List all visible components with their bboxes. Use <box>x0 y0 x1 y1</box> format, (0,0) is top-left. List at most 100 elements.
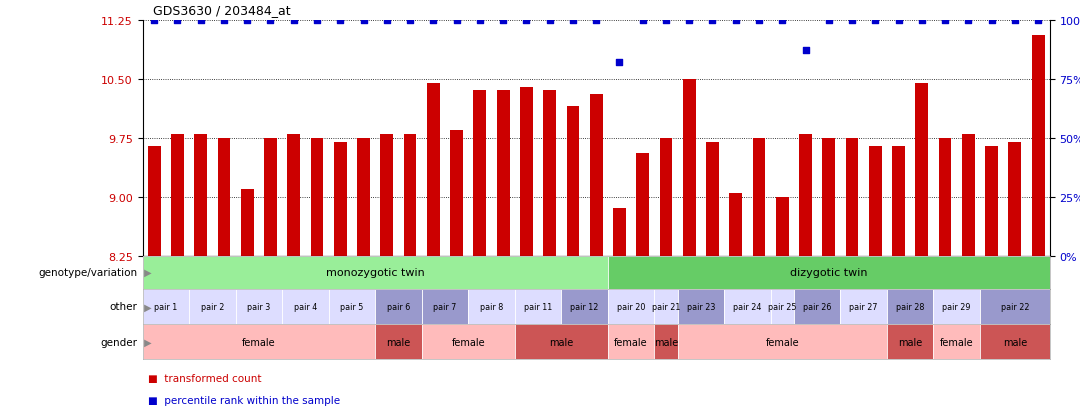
Bar <box>217 138 230 256</box>
Point <box>983 17 1000 24</box>
Bar <box>1031 36 1044 256</box>
Bar <box>892 146 905 256</box>
Point <box>727 17 744 24</box>
Text: male: male <box>653 337 678 347</box>
Text: pair 2: pair 2 <box>201 302 224 311</box>
Point <box>261 17 279 24</box>
Point <box>773 17 791 24</box>
Text: female: female <box>451 337 485 347</box>
Point <box>332 17 349 24</box>
Bar <box>916 83 928 256</box>
Text: dizygotic twin: dizygotic twin <box>791 268 867 278</box>
Bar <box>608 256 1050 289</box>
Bar <box>328 289 375 324</box>
Bar <box>822 138 835 256</box>
Text: pair 3: pair 3 <box>247 302 270 311</box>
Point <box>168 17 186 24</box>
Point <box>797 48 814 55</box>
Bar <box>421 289 469 324</box>
Bar <box>265 138 276 256</box>
Bar <box>143 324 375 359</box>
Text: ▶: ▶ <box>141 301 152 312</box>
Bar <box>846 138 859 256</box>
Text: ▶: ▶ <box>141 268 152 278</box>
Bar <box>421 324 515 359</box>
Point <box>239 17 256 24</box>
Bar <box>194 135 207 256</box>
Text: pair 23: pair 23 <box>687 302 715 311</box>
Bar <box>939 138 951 256</box>
Bar <box>887 324 933 359</box>
Point <box>936 17 954 24</box>
Text: gender: gender <box>100 337 137 347</box>
Point <box>704 17 721 24</box>
Bar <box>980 324 1050 359</box>
Point <box>680 17 698 24</box>
Point <box>192 17 210 24</box>
Bar <box>497 91 510 256</box>
Text: male: male <box>1002 337 1027 347</box>
Bar <box>869 146 881 256</box>
Text: ■  transformed count: ■ transformed count <box>148 373 261 383</box>
Point <box>285 17 302 24</box>
Bar <box>473 91 486 256</box>
Bar <box>771 289 794 324</box>
Bar <box>677 289 724 324</box>
Text: monozygotic twin: monozygotic twin <box>326 268 424 278</box>
Bar <box>775 197 788 256</box>
Bar <box>887 289 933 324</box>
Point <box>495 17 512 24</box>
Text: female: female <box>766 337 799 347</box>
Text: pair 7: pair 7 <box>433 302 457 311</box>
Text: pair 24: pair 24 <box>733 302 761 311</box>
Bar <box>380 135 393 256</box>
Text: male: male <box>549 337 573 347</box>
Point <box>588 17 605 24</box>
Bar <box>608 289 654 324</box>
Bar <box>311 138 323 256</box>
Bar <box>241 190 254 256</box>
Bar <box>235 289 282 324</box>
Bar <box>794 289 840 324</box>
Bar <box>724 289 771 324</box>
Point <box>378 17 395 24</box>
Point <box>309 17 326 24</box>
Point <box>564 17 581 24</box>
Point <box>448 17 465 24</box>
Point <box>541 17 558 24</box>
Point <box>355 17 373 24</box>
Point <box>215 17 232 24</box>
Bar <box>562 289 608 324</box>
Bar <box>706 142 719 256</box>
Text: pair 27: pair 27 <box>849 302 878 311</box>
Text: pair 29: pair 29 <box>943 302 971 311</box>
Point <box>402 17 419 24</box>
Text: pair 6: pair 6 <box>387 302 410 311</box>
Text: pair 28: pair 28 <box>896 302 924 311</box>
Point <box>820 17 837 24</box>
Bar <box>933 324 980 359</box>
Bar <box>171 135 184 256</box>
Text: pair 1: pair 1 <box>154 302 177 311</box>
Bar <box>143 256 608 289</box>
Point <box>843 17 861 24</box>
Bar <box>427 83 440 256</box>
Text: pair 21: pair 21 <box>651 302 680 311</box>
Text: pair 5: pair 5 <box>340 302 364 311</box>
Bar <box>1009 142 1022 256</box>
Bar <box>404 135 417 256</box>
Bar <box>469 289 515 324</box>
Bar <box>613 209 625 256</box>
Point <box>611 60 629 66</box>
Bar <box>189 289 235 324</box>
Bar <box>567 107 579 256</box>
Bar <box>515 324 608 359</box>
Text: other: other <box>109 301 137 312</box>
Bar <box>375 289 421 324</box>
Bar <box>287 135 300 256</box>
Bar <box>357 138 370 256</box>
Text: pair 11: pair 11 <box>524 302 552 311</box>
Point <box>866 17 883 24</box>
Bar <box>840 289 887 324</box>
Point <box>1007 17 1024 24</box>
